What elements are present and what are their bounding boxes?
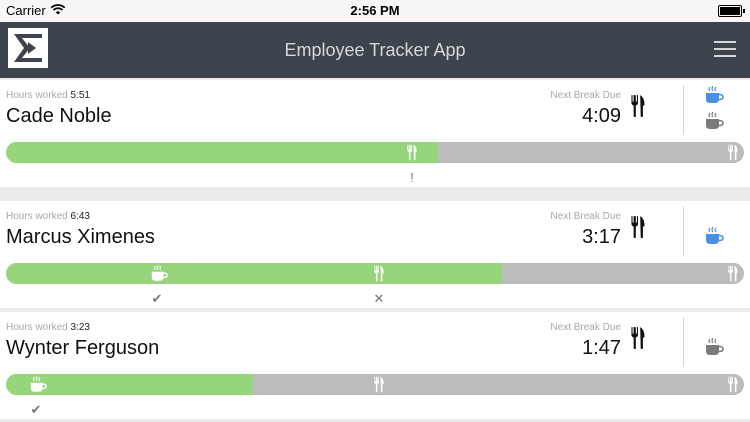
hours-worked: Hours worked 3:23 — [6, 322, 90, 333]
coffee-break-icon[interactable] — [704, 85, 724, 104]
divider — [683, 206, 684, 256]
hours-worked: Hours worked 6:43 — [6, 211, 90, 222]
divider — [683, 317, 684, 367]
fork-knife-icon — [630, 215, 646, 239]
fork-knife-icon — [630, 326, 646, 350]
hours-worked-label: Hours worked — [6, 90, 68, 101]
hours-worked-value: 5:51 — [70, 90, 90, 101]
shift-progress-bar — [6, 142, 744, 163]
status-bar: Carrier 2:56 PM — [0, 0, 750, 22]
coffee-break-marker-icon — [29, 376, 47, 393]
meal-break-marker-icon — [372, 265, 386, 282]
hours-worked-value: 3:23 — [70, 322, 90, 333]
app-logo-icon[interactable] — [8, 28, 48, 68]
employee-name: Marcus Ximenes — [6, 226, 155, 248]
coffee-break-icon[interactable] — [704, 337, 724, 356]
break-status-mark: ! — [410, 170, 414, 185]
next-break-label: Next Break Due — [550, 211, 621, 222]
next-break-value: 3:17 — [582, 226, 621, 248]
break-status-mark: ✔ — [30, 402, 42, 417]
nav-bar: Employee Tracker App — [0, 22, 750, 78]
divider — [683, 85, 684, 135]
meal-break-marker-icon — [726, 265, 740, 282]
next-break-label: Next Break Due — [550, 322, 621, 333]
coffee-break-marker-icon — [150, 265, 168, 282]
wifi-icon — [50, 4, 66, 15]
employee-card[interactable]: Hours worked 6:43 Marcus Ximenes Next Brea… — [0, 201, 750, 308]
fork-knife-icon — [630, 94, 646, 118]
progress-fill — [6, 374, 254, 395]
employee-card[interactable]: Hours worked 3:23 Wynter Ferguson Next Bre… — [0, 312, 750, 419]
app-title: Employee Tracker App — [284, 40, 466, 60]
break-status-mark: ✔ — [151, 291, 163, 306]
hours-worked: Hours worked 5:51 — [6, 90, 90, 101]
battery-icon — [718, 5, 745, 17]
hamburger-menu-icon[interactable] — [714, 41, 736, 57]
hours-worked-label: Hours worked — [6, 322, 68, 333]
meal-break-marker-icon — [726, 376, 740, 393]
meal-break-marker-icon — [726, 144, 740, 161]
employee-name: Wynter Ferguson — [6, 337, 160, 359]
meal-break-marker-icon — [405, 144, 419, 161]
coffee-break-icon[interactable] — [704, 226, 724, 245]
shift-progress-bar — [6, 263, 744, 284]
carrier-label: Carrier — [6, 3, 46, 18]
status-time: 2:56 PM — [350, 3, 400, 18]
hours-worked-value: 6:43 — [70, 211, 90, 222]
break-status-mark: ✕ — [373, 291, 385, 306]
progress-fill — [6, 263, 502, 284]
next-break-label: Next Break Due — [550, 90, 621, 101]
next-break-value: 4:09 — [582, 105, 621, 127]
employee-card[interactable]: Hours worked 5:51 Cade Noble Next Break Du… — [0, 80, 750, 187]
hours-worked-label: Hours worked — [6, 211, 68, 222]
employee-name: Cade Noble — [6, 105, 112, 127]
meal-break-marker-icon — [372, 376, 386, 393]
coffee-break-icon[interactable] — [704, 111, 724, 130]
progress-fill — [6, 142, 438, 163]
shift-progress-bar — [6, 374, 744, 395]
next-break-value: 1:47 — [582, 337, 621, 359]
